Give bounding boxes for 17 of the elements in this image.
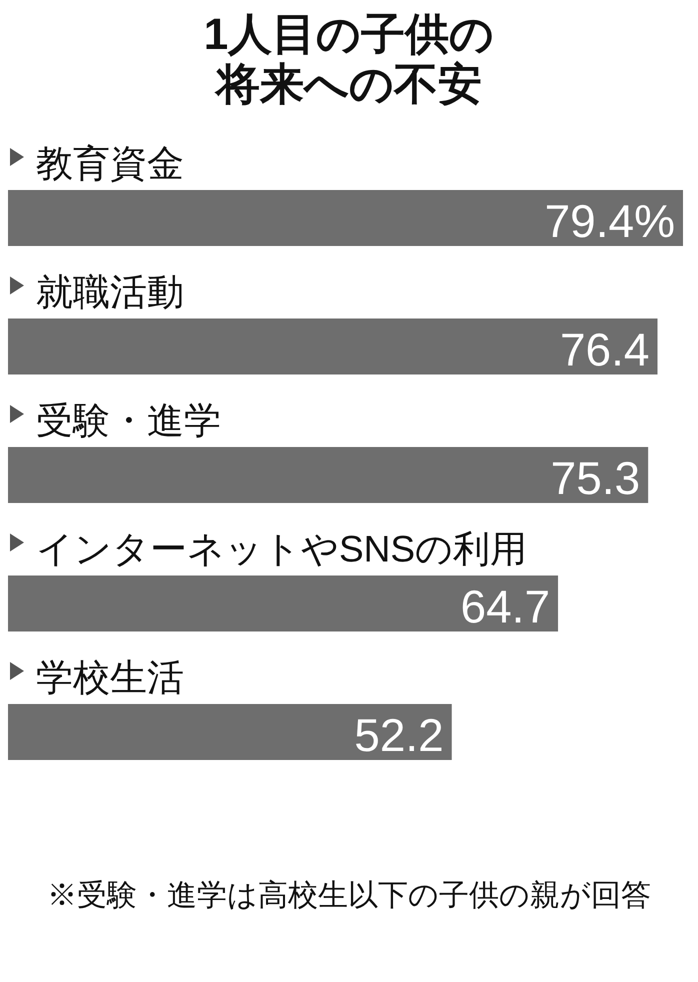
data-label: 75.3 [550, 452, 640, 504]
bar [8, 190, 683, 246]
data-label: 64.7 [460, 580, 550, 632]
y-tick-label: 就職活動 [36, 272, 184, 312]
y-tick-label: 学校生活 [36, 657, 184, 698]
bar [8, 318, 658, 374]
y-tick-label: 教育資金 [36, 143, 184, 184]
y-tick-label: 受験・進学 [36, 400, 221, 441]
data-label: 79.4% [544, 195, 675, 247]
chart-title: 1人目の子供の将来への不安 [202, 10, 496, 110]
bar [8, 704, 452, 760]
text: ※受験・進学は高校生以下の子供の親が回答 [47, 879, 651, 912]
data-label: 76.4 [560, 324, 650, 376]
y-tick-label: インターネットやSNSの利用 [36, 528, 528, 570]
bar [8, 576, 558, 632]
data-label: 52.2 [354, 709, 444, 761]
bar [8, 447, 648, 503]
